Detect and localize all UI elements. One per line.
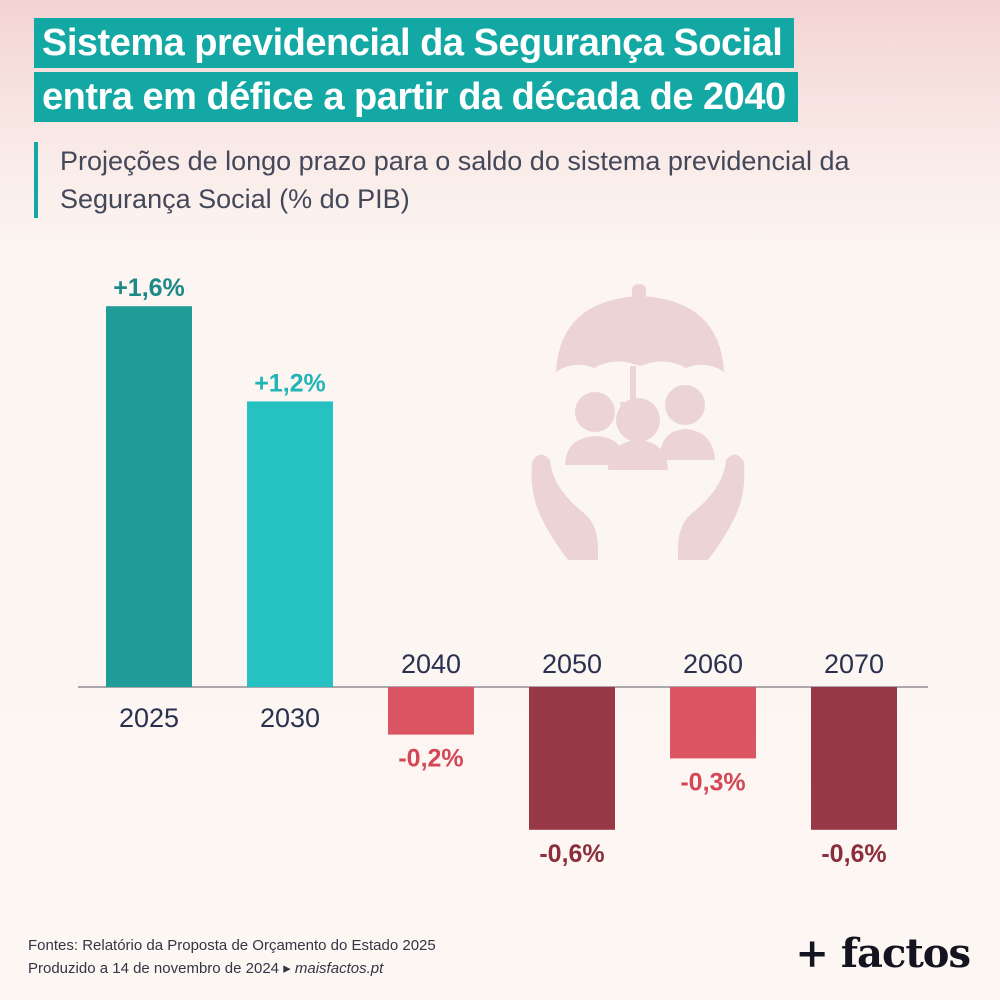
- footer-arrow-icon: ▸: [283, 960, 291, 977]
- footer-produced: Produzido a 14 de novembro de 2024: [28, 960, 280, 977]
- category-label-2060: 2060: [683, 649, 743, 679]
- value-label-2050: -0,6%: [539, 840, 604, 868]
- footer-site-link[interactable]: maisfactos.pt: [294, 960, 384, 977]
- umbrella-hands-people-icon: [531, 284, 745, 560]
- bar-2050: [529, 687, 615, 830]
- bar-2030: [247, 401, 333, 687]
- category-label-2040: 2040: [401, 649, 461, 679]
- bar-2070: [811, 687, 897, 830]
- footer-produced-line: Produzido a 14 de novembro de 2024 ▸ mai…: [28, 957, 436, 980]
- category-label-2070: 2070: [824, 649, 884, 679]
- footer: Fontes: Relatório da Proposta de Orçamen…: [28, 934, 436, 980]
- value-label-2060: -0,3%: [680, 768, 745, 796]
- value-label-2025: +1,6%: [113, 274, 185, 302]
- bar-2040: [388, 687, 474, 735]
- value-label-2070: -0,6%: [821, 840, 886, 868]
- footer-sources: Fontes: Relatório da Proposta de Orçamen…: [28, 937, 436, 954]
- category-label-2025: 2025: [119, 703, 179, 733]
- value-label-2040: -0,2%: [398, 745, 463, 773]
- chart-title-line-1: Sistema previdencial da Segurança Social: [34, 18, 795, 68]
- bars-group: +1,6% 2025 +1,2% 2030 -0,2% 2040 -0,6% 2050 -0,3…: [106, 274, 897, 868]
- title-block: Sistema previdencial da Segurança Social…: [34, 18, 798, 126]
- chart-subtitle: Projeções de longo prazo para o saldo do…: [34, 142, 940, 218]
- value-label-2030: +1,2%: [254, 369, 326, 397]
- bar-2025: [106, 306, 192, 687]
- chart-title-line-2: entra em défice a partir da década de 20…: [34, 72, 798, 122]
- category-label-2050: 2050: [542, 649, 602, 679]
- category-label-2030: 2030: [260, 703, 320, 733]
- brand-logo: + factos: [795, 930, 971, 977]
- bar-2060: [670, 687, 756, 759]
